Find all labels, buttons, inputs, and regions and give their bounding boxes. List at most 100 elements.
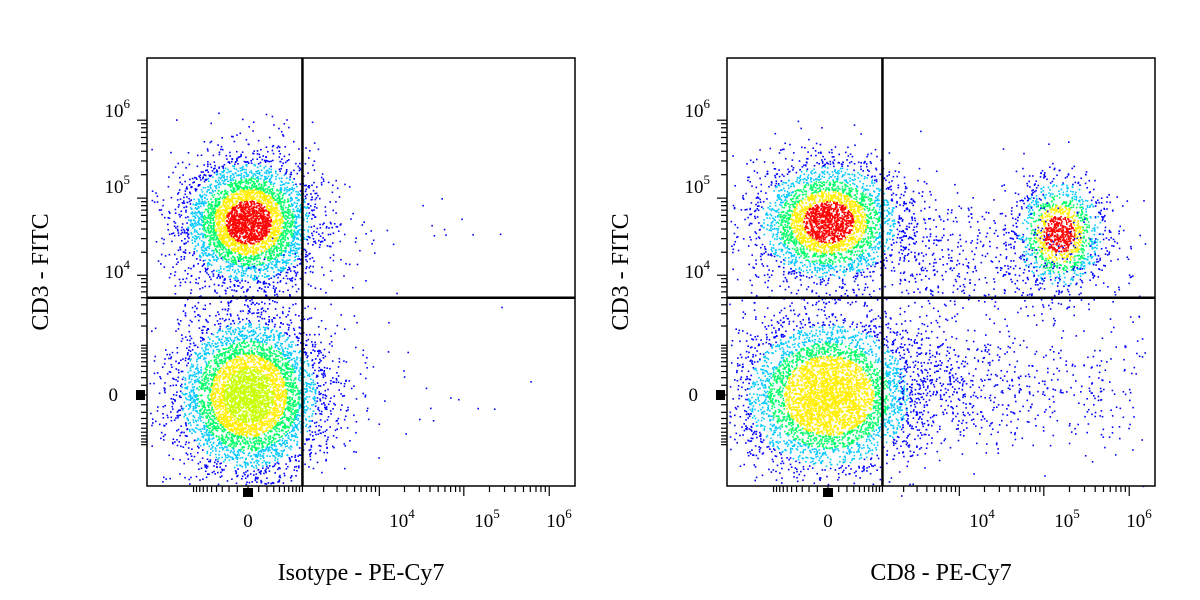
event-dot (249, 193, 251, 195)
event-dot (262, 247, 264, 249)
event-dot (243, 177, 245, 179)
event-dot (232, 194, 234, 196)
event-dot (265, 209, 267, 211)
event-dot (240, 155, 242, 157)
event-dot (214, 245, 216, 247)
event-dot (304, 238, 306, 240)
event-dot (284, 222, 286, 224)
event-dot (280, 213, 282, 215)
event-dot (215, 220, 217, 222)
event-dot (222, 242, 224, 244)
event-dot (243, 222, 245, 224)
event-dot (263, 210, 265, 212)
event-dot (208, 171, 210, 173)
event-dot (219, 249, 221, 251)
event-dot (181, 259, 183, 261)
event-dot (270, 219, 272, 221)
event-dot (233, 250, 235, 252)
event-dot (185, 190, 187, 192)
event-dot (202, 449, 204, 451)
event-dot (328, 416, 330, 418)
event-dot (299, 217, 301, 219)
event-dot (152, 190, 154, 192)
event-dot (243, 252, 245, 254)
event-dot (264, 256, 266, 258)
event-dot (250, 276, 252, 278)
event-dot (272, 199, 274, 201)
event-dot (299, 183, 301, 185)
event-dot (192, 215, 194, 217)
event-dot (298, 148, 300, 150)
event-dot (273, 241, 275, 243)
event-dot (283, 202, 285, 204)
event-dot (323, 178, 325, 180)
event-dot (267, 205, 269, 207)
event-dot (305, 191, 307, 193)
event-dot (260, 178, 262, 180)
event-dot (251, 255, 253, 257)
event-dot (229, 240, 231, 242)
event-dot (246, 194, 248, 196)
event-dot (260, 239, 262, 241)
event-dot (241, 287, 243, 289)
event-dot (222, 259, 224, 261)
event-dot (252, 153, 254, 155)
event-dot (264, 247, 266, 249)
event-dot (370, 230, 372, 232)
event-dot (236, 291, 238, 293)
event-dot (236, 205, 238, 207)
event-dot (224, 164, 226, 166)
event-dot (209, 264, 211, 266)
event-dot (207, 228, 209, 230)
event-dot (272, 238, 274, 240)
event-dot (184, 181, 186, 183)
event-dot (254, 252, 256, 254)
event-dot (259, 203, 261, 205)
event-dot (295, 184, 297, 186)
event-dot (260, 454, 262, 456)
event-dot (231, 206, 233, 208)
event-dot (207, 161, 209, 163)
event-dot (195, 207, 197, 209)
event-dot (289, 231, 291, 233)
event-dot (191, 223, 193, 225)
event-dot (276, 213, 278, 215)
event-dot (250, 247, 252, 249)
event-dot (218, 272, 220, 274)
event-dot (268, 173, 270, 175)
event-dot (208, 212, 210, 214)
event-dot (229, 230, 231, 232)
event-dot (226, 155, 228, 157)
event-dot (266, 173, 268, 175)
event-dot (269, 210, 271, 212)
event-dot (246, 244, 248, 246)
event-dot (268, 222, 270, 224)
event-dot (229, 233, 231, 235)
event-dot (280, 187, 282, 189)
event-dot (161, 254, 163, 256)
event-dot (226, 158, 228, 160)
event-dot (208, 262, 210, 264)
event-dot (279, 147, 281, 149)
event-dot (206, 179, 208, 181)
event-dot (196, 230, 198, 232)
event-dot (264, 318, 266, 320)
event-dot (264, 332, 266, 334)
event-dot (296, 250, 298, 252)
event-dot (238, 265, 240, 267)
event-dot (213, 273, 215, 275)
event-dot (237, 278, 239, 280)
event-dot (175, 209, 177, 211)
event-dot (280, 222, 282, 224)
event-dot (239, 206, 241, 208)
event-dot (271, 211, 273, 213)
event-dot (310, 193, 312, 195)
event-dot (254, 279, 256, 281)
event-dot (214, 290, 216, 292)
event-dot (256, 229, 258, 231)
event-dot (231, 211, 233, 213)
event-dot (280, 247, 282, 249)
event-dot (197, 224, 199, 226)
event-dot (257, 150, 259, 152)
event-dot (199, 234, 201, 236)
